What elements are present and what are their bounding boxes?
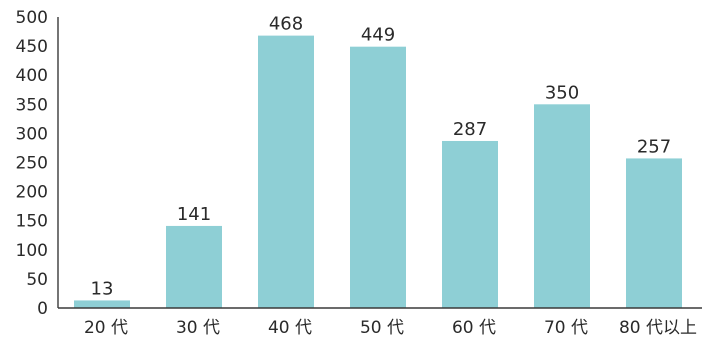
bar (534, 104, 590, 308)
bars: 13 141 468 449 287 350 257 (74, 14, 682, 309)
bar (350, 46, 406, 308)
x-category-label: 80 代以上 (619, 318, 697, 338)
bar (626, 158, 682, 308)
y-tick-label: 150 (16, 212, 48, 232)
y-tick-label: 450 (16, 37, 48, 57)
x-category-label: 40 代 (268, 318, 312, 338)
bar (442, 140, 498, 308)
y-tick-label: 100 (16, 241, 48, 261)
x-axis: 20 代 30 代 40 代 50 代 60 代 70 代 80 代以上 (58, 307, 702, 338)
x-category-label: 30 代 (176, 318, 220, 338)
x-category-label: 70 代 (544, 318, 588, 338)
y-tick-label: 400 (16, 66, 48, 86)
bar-value-label: 287 (453, 119, 487, 140)
y-tick-label: 350 (16, 95, 48, 115)
x-category-label: 60 代 (452, 318, 496, 338)
x-category-label: 50 代 (360, 318, 404, 338)
y-tick-label: 200 (16, 183, 48, 203)
y-tick-label: 0 (37, 299, 48, 319)
bar (74, 300, 130, 308)
bar-value-label: 13 (91, 278, 114, 299)
bar-value-label: 449 (361, 25, 395, 46)
y-tick-label: 50 (26, 270, 48, 290)
y-tick-label: 250 (16, 154, 48, 174)
bar-value-label: 141 (177, 204, 211, 225)
y-tick-label: 500 (16, 8, 48, 28)
bar (258, 35, 314, 309)
y-axis: 0 50 100 150 200 250 300 350 400 450 500 (16, 8, 59, 319)
bar (166, 225, 222, 308)
x-category-label: 20 代 (84, 318, 128, 338)
bar-value-label: 257 (637, 136, 671, 157)
y-tick-label: 300 (16, 124, 48, 144)
bar-value-label: 350 (545, 82, 579, 103)
bar-value-label: 468 (269, 14, 303, 35)
